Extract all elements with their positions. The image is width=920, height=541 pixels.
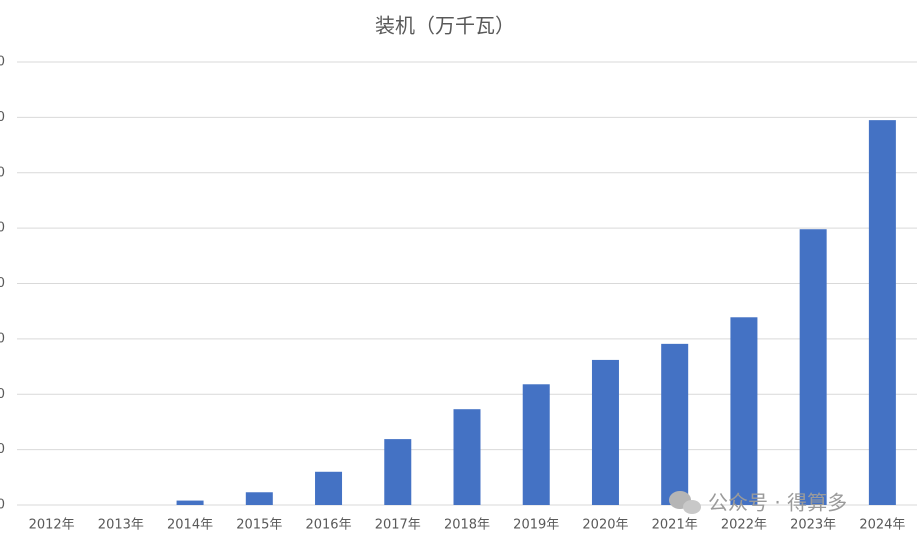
y-tick-label: 0 xyxy=(0,498,5,513)
y-tick-label: 2000 xyxy=(0,387,5,402)
bar xyxy=(730,317,758,505)
y-tick-label: 3000 xyxy=(0,331,5,346)
y-tick-label: 5000 xyxy=(0,221,5,236)
y-tick-label: 1000 xyxy=(0,442,5,457)
bar xyxy=(868,120,896,506)
y-tick-label: 8000 xyxy=(0,55,5,70)
bar xyxy=(799,229,827,506)
x-tick-label: 2015年 xyxy=(236,518,282,533)
y-tick-label: 6000 xyxy=(0,165,5,180)
bar xyxy=(245,492,273,505)
x-tick-label: 2021年 xyxy=(652,518,698,533)
x-tick-label: 2020年 xyxy=(582,518,628,533)
x-tick-label: 2019年 xyxy=(513,518,559,533)
x-tick-label: 2016年 xyxy=(305,518,351,533)
bar xyxy=(384,439,412,505)
y-tick-label: 4000 xyxy=(0,276,5,291)
x-tick-label: 2013年 xyxy=(98,518,144,533)
watermark-icon xyxy=(669,491,701,514)
bar xyxy=(453,409,481,505)
y-tick-label: 7000 xyxy=(0,110,5,125)
x-tick-label: 2023年 xyxy=(790,518,836,533)
x-tick-label: 2022年 xyxy=(721,518,767,533)
x-tick-label: 2024年 xyxy=(859,518,905,533)
watermark: 公众号 · 得算多 xyxy=(708,491,847,515)
bar xyxy=(661,343,689,505)
x-tick-label: 2017年 xyxy=(375,518,421,533)
bar xyxy=(176,500,204,505)
bar xyxy=(315,471,343,505)
bar xyxy=(591,359,619,505)
x-tick-label: 2014年 xyxy=(167,518,213,533)
x-tick-label: 2018年 xyxy=(444,518,490,533)
chart-title: 装机（万千瓦） xyxy=(375,14,515,38)
bar xyxy=(522,384,550,505)
x-tick-label: 2012年 xyxy=(29,518,75,533)
